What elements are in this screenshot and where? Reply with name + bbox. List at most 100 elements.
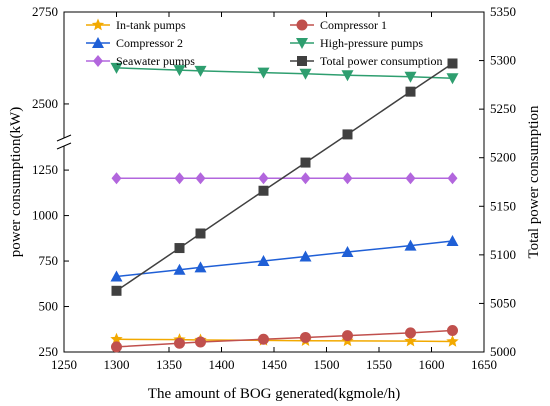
legend-label: Total power consumption xyxy=(320,54,442,68)
x-tick-label: 1650 xyxy=(471,357,497,372)
x-tick-label: 1500 xyxy=(314,357,340,372)
data-point xyxy=(195,228,206,239)
series-total-power-consumption xyxy=(111,58,458,296)
x-tick-label: 1300 xyxy=(104,357,130,372)
series-line xyxy=(116,329,453,348)
series-high-pressure-pumps xyxy=(110,62,459,85)
series-seawater-pumps xyxy=(111,172,458,185)
x-tick-label: 1600 xyxy=(419,357,445,372)
data-point xyxy=(258,172,269,185)
legend-item: In-tank pumps xyxy=(86,18,186,32)
data-point xyxy=(110,62,123,74)
data-point xyxy=(173,65,186,77)
x-tick-label: 1250 xyxy=(51,357,77,372)
series-line xyxy=(116,338,453,343)
legend-label: High-pressure pumps xyxy=(320,36,423,50)
legend-marker xyxy=(91,18,105,31)
data-point xyxy=(110,332,123,345)
data-point xyxy=(257,255,270,267)
legend-item: Total power consumption xyxy=(290,54,442,68)
data-point xyxy=(111,172,122,185)
data-point xyxy=(342,129,353,140)
axis-break-mark xyxy=(56,142,72,150)
data-point xyxy=(447,58,458,69)
data-point xyxy=(110,270,123,282)
data-point xyxy=(111,341,122,353)
series-line xyxy=(116,62,453,292)
data-point xyxy=(299,68,312,80)
x-tick-label: 1450 xyxy=(261,357,287,372)
data-point xyxy=(300,172,311,185)
data-point xyxy=(404,334,417,347)
y-axis-right-title: Total power consumption xyxy=(526,105,542,259)
data-point xyxy=(342,330,353,342)
data-point xyxy=(342,172,353,185)
y-left-tick-label: 1250 xyxy=(32,162,58,177)
axis-break-gap xyxy=(61,138,69,146)
data-point xyxy=(174,337,185,349)
data-point xyxy=(300,157,311,168)
data-point xyxy=(341,70,354,82)
legend-marker xyxy=(92,37,104,48)
data-point xyxy=(195,336,206,348)
legend-label: In-tank pumps xyxy=(116,18,186,32)
legend-item: Compressor 1 xyxy=(290,18,387,32)
data-point xyxy=(405,327,416,339)
data-point xyxy=(257,67,270,79)
legend-label: Compressor 1 xyxy=(320,18,387,32)
y-right-tick-label: 5100 xyxy=(490,247,516,262)
series-line xyxy=(116,67,453,79)
x-tick-label: 1400 xyxy=(209,357,235,372)
legend-item: High-pressure pumps xyxy=(290,36,423,50)
data-point xyxy=(447,172,458,185)
data-point xyxy=(111,285,122,296)
data-point xyxy=(299,250,312,262)
y-left-tick-label: 2750 xyxy=(32,4,58,19)
x-tick-label: 1350 xyxy=(156,357,182,372)
legend-label: Compressor 2 xyxy=(116,36,183,50)
legend-marker xyxy=(296,19,308,31)
data-point xyxy=(195,172,206,185)
data-point xyxy=(194,261,207,273)
y-left-tick-label: 250 xyxy=(39,344,59,359)
data-point xyxy=(341,245,354,257)
y-right-tick-label: 5150 xyxy=(490,198,516,213)
axis-break-mark xyxy=(56,134,72,142)
data-point xyxy=(258,185,269,196)
data-point xyxy=(446,73,459,85)
data-point xyxy=(404,239,417,251)
data-point xyxy=(405,86,416,97)
data-point xyxy=(404,71,417,83)
legend: In-tank pumps Compressor 1 Compressor 2 Hig… xyxy=(86,18,442,68)
data-point xyxy=(174,172,185,185)
x-axis-title: The amount of BOG generated(kgmole/h) xyxy=(148,386,400,402)
y-left-tick-label: 2500 xyxy=(32,96,58,111)
y-left-tick-label: 750 xyxy=(39,253,59,268)
legend-marker xyxy=(297,56,307,66)
y-left-tick-label: 500 xyxy=(39,299,59,314)
data-point xyxy=(173,263,186,275)
y-right-tick-label: 5250 xyxy=(490,101,516,116)
series-compressor-2 xyxy=(110,235,459,282)
y-right-tick-label: 5350 xyxy=(490,4,516,19)
y-right-tick-label: 5000 xyxy=(490,344,516,359)
data-point xyxy=(447,325,458,337)
data-point xyxy=(194,65,207,77)
y-axis-left-title: power consumption(kW) xyxy=(8,107,24,257)
x-tick-label: 1550 xyxy=(366,357,392,372)
y-left-tick-label: 1000 xyxy=(32,208,58,223)
legend-label: Seawater pumps xyxy=(116,54,195,68)
data-point xyxy=(300,331,311,343)
y-right-tick-label: 5050 xyxy=(490,295,516,310)
y-right-tick-label: 5300 xyxy=(490,53,516,68)
series-layer xyxy=(110,58,459,353)
series-compressor-1 xyxy=(111,325,458,353)
legend-marker xyxy=(93,55,103,67)
axes-layer: 1250 1300 1350 1400 1450 1500 1550 1600 1650 250 5… xyxy=(32,4,516,372)
legend-item: Compressor 2 xyxy=(86,36,183,50)
data-point xyxy=(446,235,459,247)
data-point xyxy=(174,243,185,254)
legend-item: Seawater pumps xyxy=(86,54,195,68)
data-point xyxy=(405,172,416,185)
